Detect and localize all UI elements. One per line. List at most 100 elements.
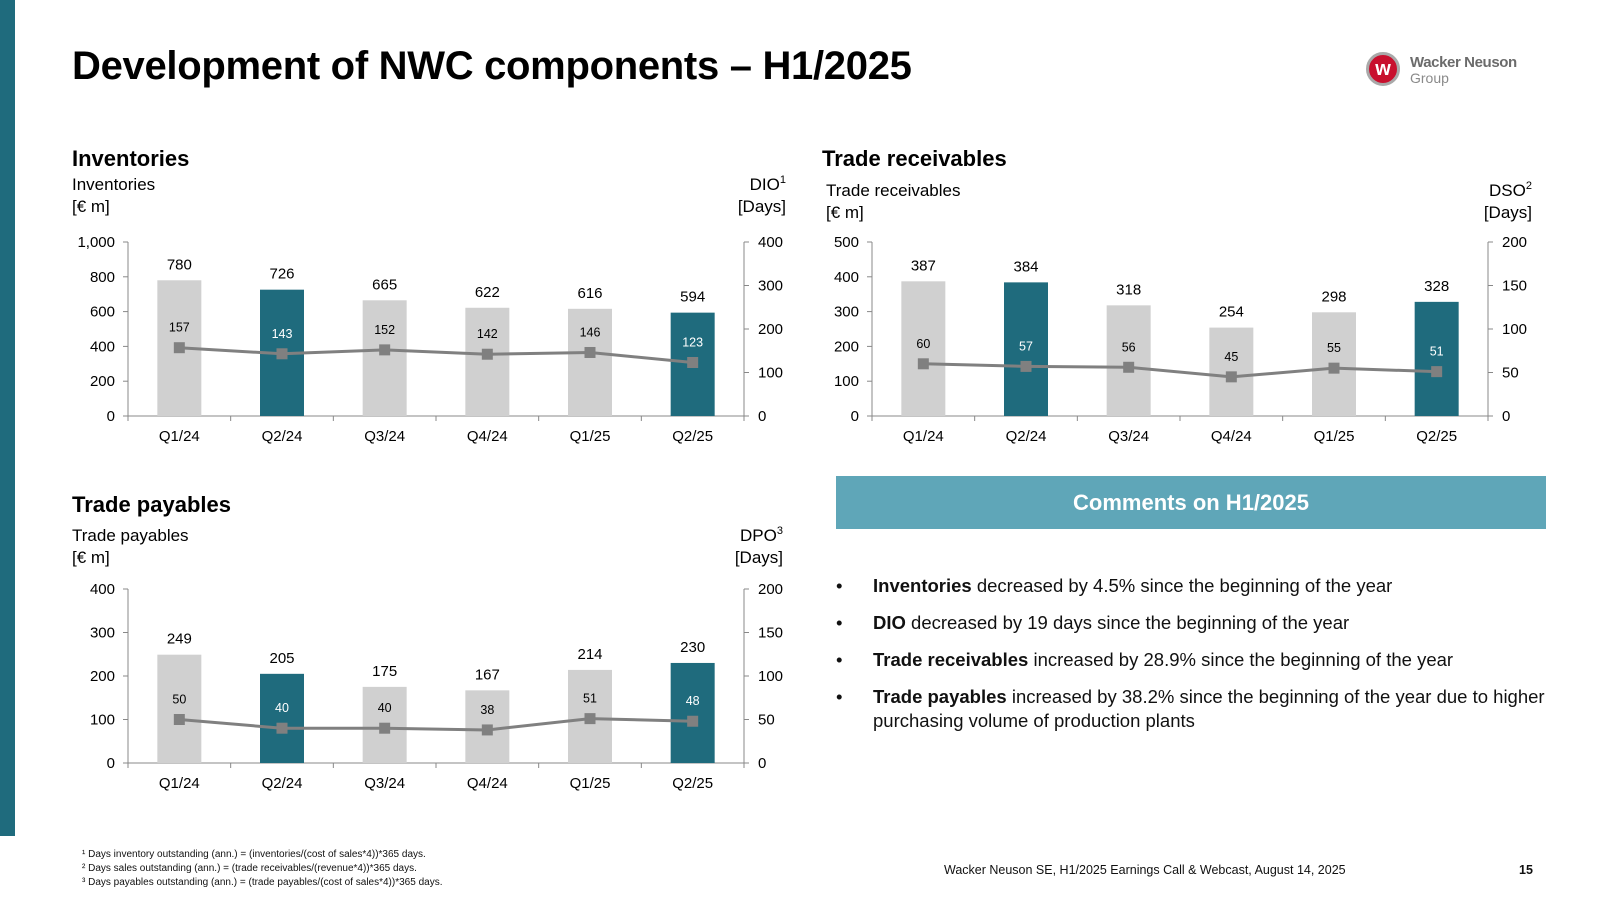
bar-value-label: 594 [680, 289, 705, 306]
x-tick-label: Q3/24 [364, 428, 405, 445]
bar [901, 281, 946, 416]
line-point [687, 715, 699, 727]
right-axis-label-sup: 2 [1526, 180, 1532, 192]
line-value-label: 60 [916, 337, 930, 351]
left-axis-unit: [€ m] [72, 548, 110, 567]
inventories-panel-title: Inventories [72, 146, 190, 171]
bar-value-label: 726 [269, 266, 294, 283]
receivables-panel-title: Trade receivables [822, 146, 1007, 171]
right-tick-label: 0 [758, 408, 766, 425]
line-value-label: 38 [480, 703, 494, 717]
line-point [173, 714, 185, 725]
right-tick-label: 0 [758, 755, 766, 772]
line-point [379, 722, 391, 734]
x-tick-label: Q2/24 [262, 775, 303, 792]
bar-value-label: 205 [269, 650, 294, 667]
x-tick-label: Q2/24 [1006, 428, 1047, 445]
right-tick-label: 50 [758, 712, 775, 729]
left-tick-label: 200 [90, 373, 115, 390]
line-value-label: 123 [682, 335, 703, 349]
left-accent-bar [0, 0, 15, 836]
right-tick-label: 150 [1502, 278, 1527, 295]
bar-value-label: 249 [167, 631, 192, 648]
line-point [1020, 360, 1032, 372]
line-point [584, 713, 596, 725]
bar [465, 307, 510, 416]
bar-value-label: 298 [1321, 288, 1346, 305]
bar-value-label: 328 [1424, 278, 1449, 295]
comment-item: • Trade payables increased by 38.2% since… [836, 685, 1546, 733]
left-tick-label: 1,000 [77, 234, 115, 251]
right-axis-label-sup: 1 [780, 174, 786, 186]
bar-value-label: 616 [577, 285, 602, 302]
footnote: ¹ Days inventory outstanding (ann.) = (i… [82, 849, 426, 860]
right-axis-label-main: DIO [750, 175, 780, 194]
line-value-label: 142 [477, 327, 498, 341]
left-tick-label: 400 [90, 581, 115, 598]
x-tick-label: Q1/24 [159, 428, 200, 445]
bar [260, 673, 304, 763]
line-point [481, 724, 493, 736]
right-tick-label: 200 [758, 581, 783, 598]
comment-bold: Trade payables [873, 686, 1007, 707]
logo-name: Wacker Neuson [1410, 54, 1517, 71]
right-tick-label: 300 [758, 278, 783, 295]
comment-item: • DIO decreased by 19 days since the begi… [836, 611, 1546, 635]
logo-mark-icon: w [1366, 52, 1400, 86]
company-logo: w Wacker Neuson Group [1366, 50, 1536, 90]
right-axis-label-sup: 3 [777, 525, 783, 537]
left-axis-label: Trade receivables [826, 181, 961, 200]
line-value-label: 40 [378, 701, 392, 715]
bar-value-label: 230 [680, 639, 705, 656]
comment-text: increased by 38.2% since the beginning o… [873, 686, 1545, 731]
x-tick-label: Q3/24 [364, 775, 405, 792]
bar [1414, 301, 1459, 416]
page-title: Development of NWC components – H1/2025 [72, 44, 912, 88]
comment-bold: Trade receivables [873, 649, 1029, 670]
footnote: ² Days sales outstanding (ann.) = (trade… [82, 863, 417, 874]
comment-text: decreased by 4.5% since the beginning of… [971, 575, 1393, 596]
left-tick-label: 800 [90, 269, 115, 286]
line-value-label: 57 [1019, 339, 1033, 353]
comment-text: increased by 28.9% since the beginning o… [1028, 649, 1454, 670]
line-point [1431, 366, 1443, 378]
x-tick-label: Q2/25 [672, 428, 713, 445]
x-tick-label: Q3/24 [1108, 428, 1149, 445]
bar-value-label: 214 [577, 646, 602, 663]
footnotes: ¹ Days inventory outstanding (ann.) = (i… [82, 848, 442, 890]
left-tick-label: 300 [90, 625, 115, 642]
left-tick-label: 200 [90, 668, 115, 685]
right-tick-label: 100 [1502, 321, 1527, 338]
right-axis-label: DPO3 [740, 525, 783, 545]
line-point [687, 356, 699, 368]
page-number: 15 [1519, 863, 1533, 877]
line-point [917, 358, 929, 370]
right-tick-label: 50 [1502, 365, 1519, 382]
line-point [379, 344, 391, 356]
bullet-icon: • [836, 649, 843, 670]
x-tick-label: Q4/24 [467, 428, 508, 445]
x-tick-label: Q1/24 [903, 428, 944, 445]
line-point [481, 348, 493, 360]
comment-item: • Trade receivables increased by 28.9% si… [836, 648, 1546, 672]
right-tick-label: 100 [758, 365, 783, 382]
comment-bold: DIO [873, 612, 906, 633]
bar-value-label: 622 [475, 284, 500, 301]
line-point [1123, 361, 1135, 373]
right-axis-unit: [Days] [735, 548, 783, 567]
bar [568, 308, 612, 416]
right-axis-label-main: DPO [740, 526, 777, 545]
line-value-label: 48 [686, 694, 700, 708]
footnote: ³ Days payables outstanding (ann.) = (tr… [82, 877, 443, 888]
left-tick-label: 500 [834, 234, 859, 251]
x-tick-label: Q2/25 [1416, 428, 1457, 445]
payables-panel-title: Trade payables [72, 492, 231, 517]
right-axis-unit: [Days] [1484, 203, 1532, 222]
x-tick-label: Q4/24 [467, 775, 508, 792]
left-tick-label: 100 [90, 712, 115, 729]
line-value-label: 50 [172, 693, 186, 707]
line-value-label: 40 [275, 701, 289, 715]
bar [1004, 282, 1048, 416]
line-point [276, 348, 288, 360]
